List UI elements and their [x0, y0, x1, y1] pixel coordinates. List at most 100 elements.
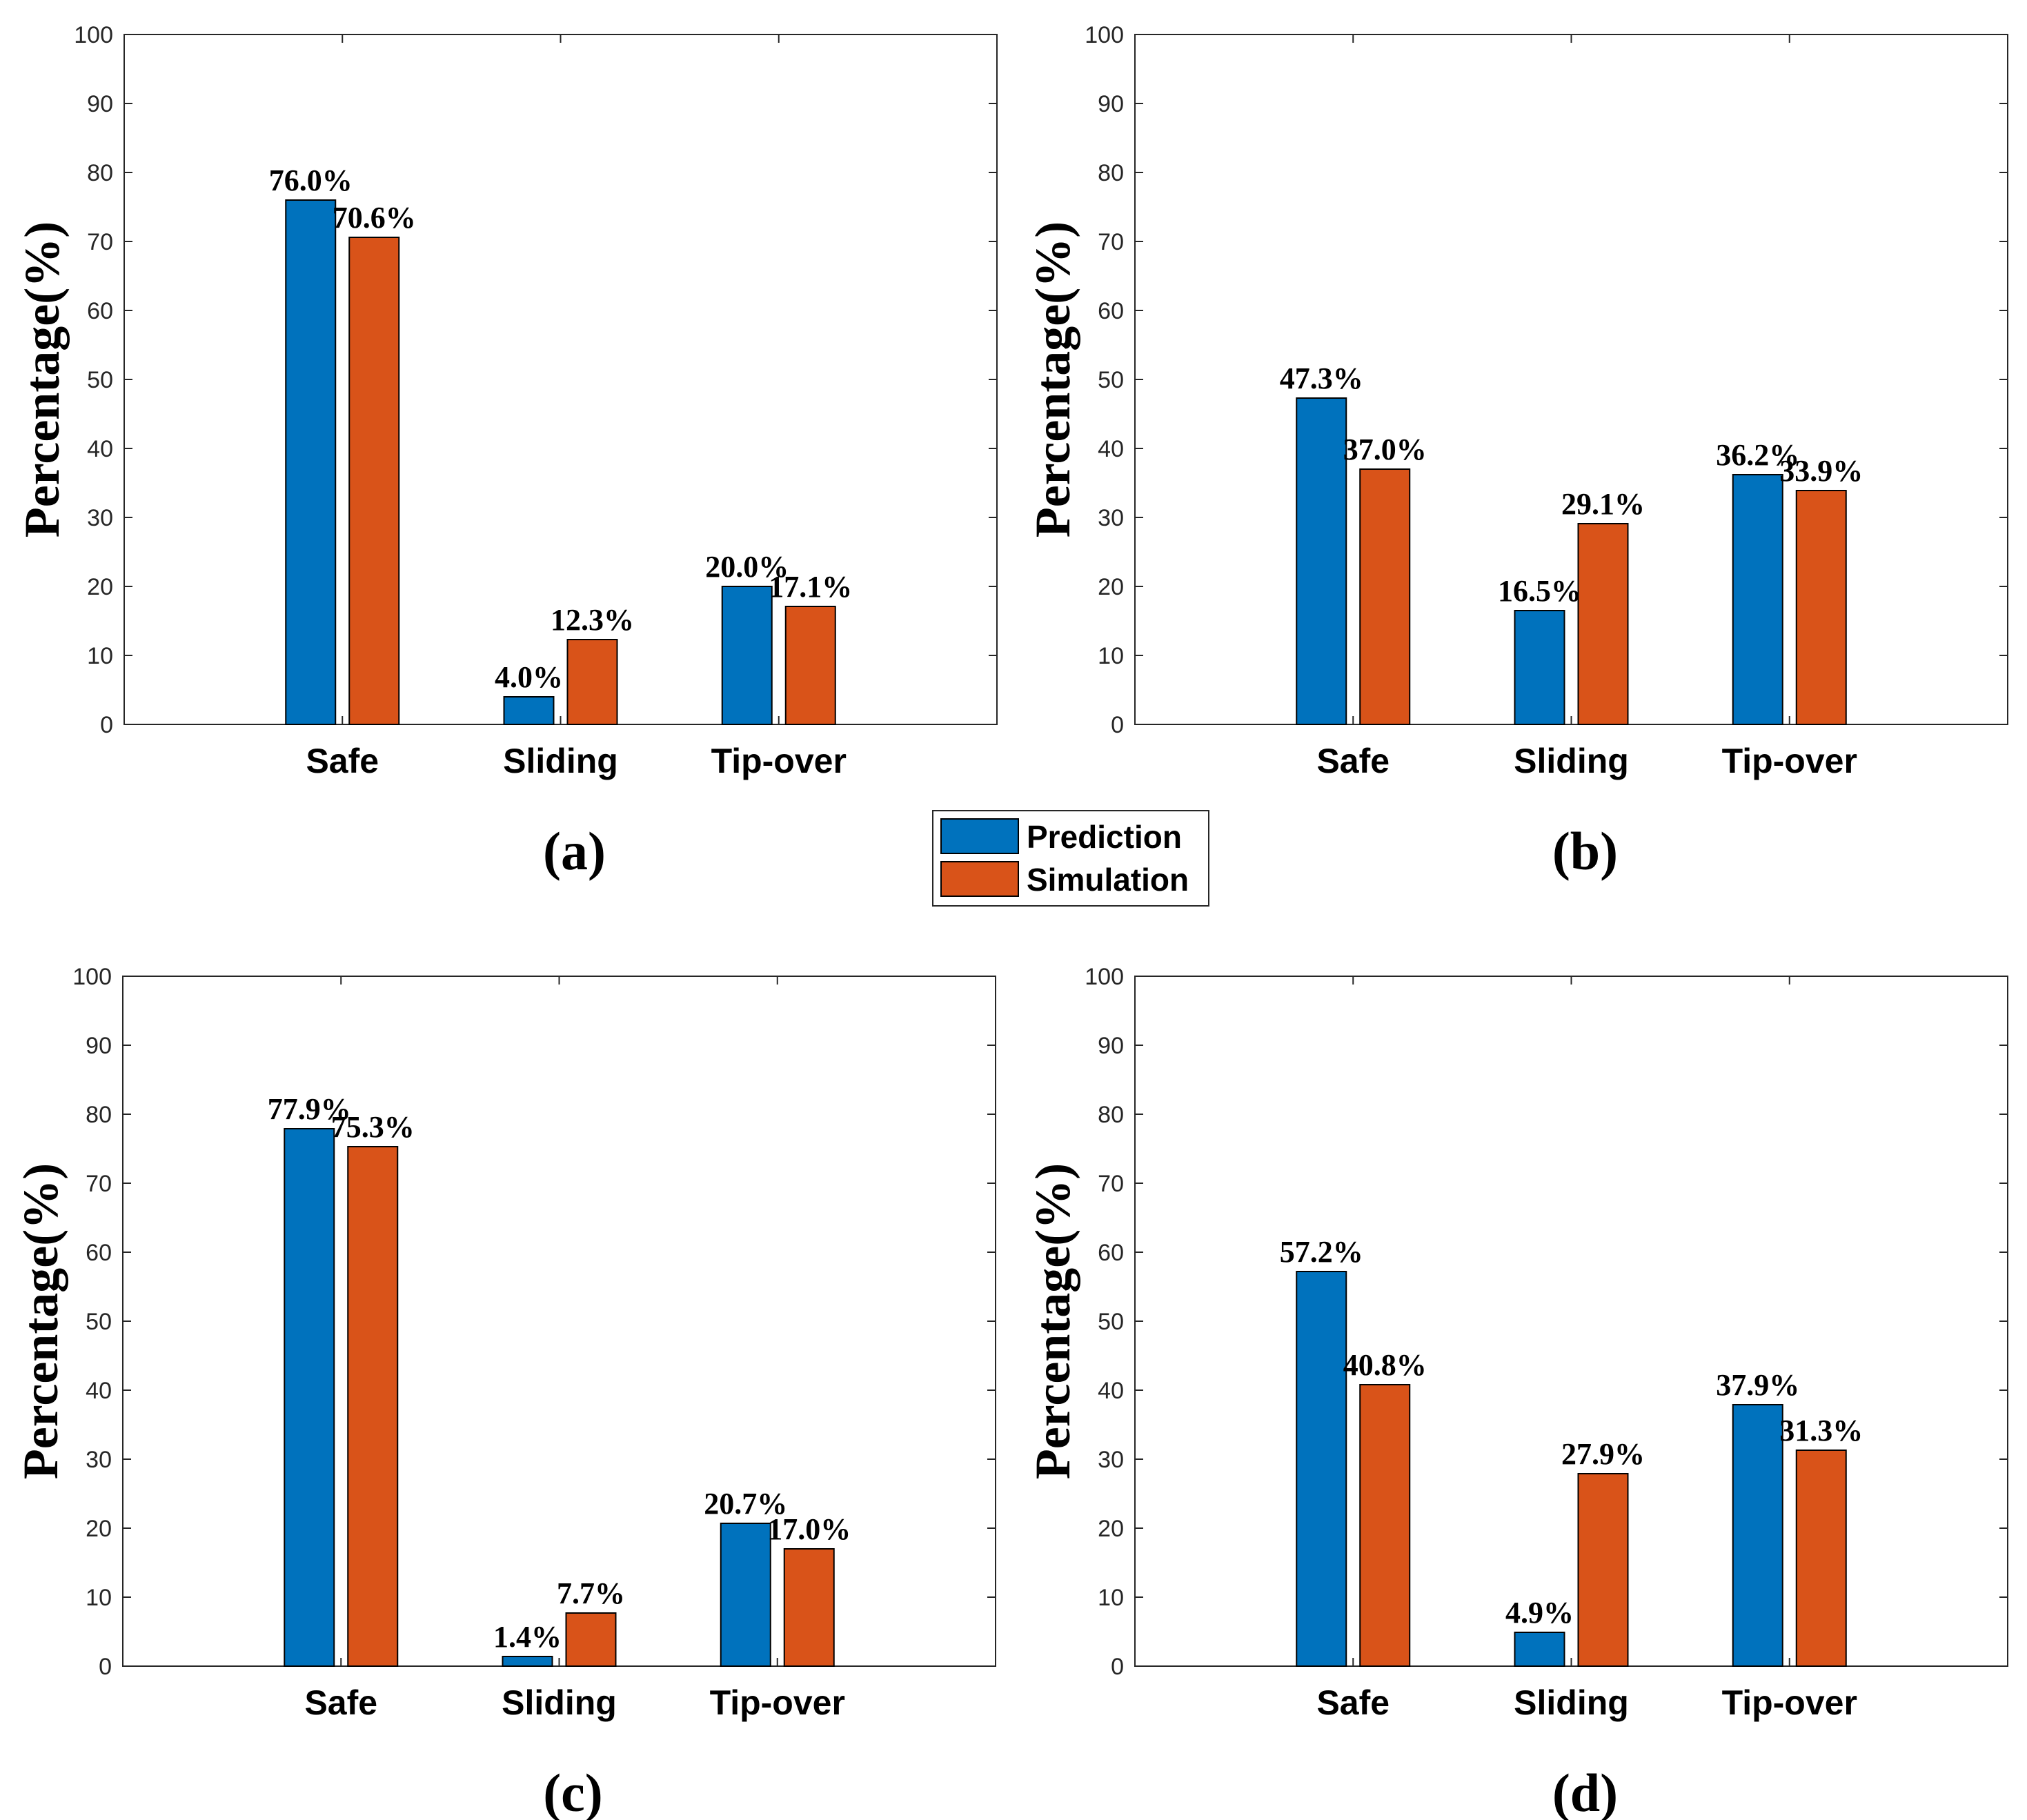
data-label: 17.1% [769, 570, 852, 604]
x-category-label: Tip-over [1722, 1683, 1857, 1722]
bar-prediction-safe [284, 1128, 335, 1667]
y-tick-label: 10 [1098, 643, 1124, 669]
bar-prediction-sliding [503, 696, 555, 725]
y-tick-label: 80 [1098, 160, 1124, 186]
x-category-label: Sliding [1514, 1683, 1629, 1722]
y-tick-label: 40 [86, 1378, 112, 1404]
y-tick-label: 10 [87, 643, 113, 669]
y-tick-label: 30 [1098, 505, 1124, 531]
data-label: 20.7% [704, 1487, 787, 1521]
y-tick-label: 80 [86, 1102, 112, 1128]
plot-area-frame [122, 976, 996, 1667]
legend-label-simulation: Simulation [1027, 862, 1189, 898]
plot-area-frame [1134, 34, 2008, 725]
y-tick-label: 50 [1098, 367, 1124, 393]
bar-simulation-sliding [1577, 1473, 1629, 1667]
chart-panel-0: 0 10 20 30 40 50 60 70 80 90 100 Percentage(%) Safe S… [14, 22, 998, 881]
data-label: 7.7% [557, 1576, 625, 1610]
y-tick-label: 10 [1098, 1585, 1124, 1611]
x-category-label: Tip-over [710, 1683, 845, 1722]
bar-simulation-safe [1359, 468, 1411, 725]
y-tick-label: 20 [86, 1516, 112, 1542]
data-label: 76.0% [269, 164, 353, 197]
y-tick-label: 40 [1098, 1378, 1124, 1404]
y-tick-label: 30 [1098, 1447, 1124, 1473]
bar-simulation-tip-over [1795, 1450, 1847, 1667]
legend-swatch-prediction [940, 818, 1019, 854]
y-tick-label: 60 [1098, 1240, 1124, 1266]
bar-prediction-safe [285, 199, 337, 725]
bar-simulation-tip-over [784, 606, 836, 725]
y-tick-label: 0 [1111, 1654, 1124, 1680]
bar-prediction-tip-over [721, 586, 773, 725]
y-tick-label: 10 [86, 1585, 112, 1611]
y-axis-label: Percentage(%) [1025, 221, 1080, 537]
legend-label-prediction: Prediction [1027, 819, 1182, 855]
x-category-label: Tip-over [711, 742, 847, 780]
y-axis-label: Percentage(%) [14, 221, 70, 537]
y-tick-label: 90 [1098, 1033, 1124, 1059]
x-category-label: Sliding [502, 1683, 617, 1722]
y-axis-label: Percentage(%) [13, 1163, 68, 1479]
y-tick-label: 0 [100, 712, 113, 738]
x-category-label: Safe [1316, 742, 1390, 780]
x-category-label: Safe [306, 742, 379, 780]
y-tick-label: 0 [1111, 712, 1124, 738]
y-tick-label: 70 [86, 1171, 112, 1197]
bar-simulation-sliding [566, 639, 618, 725]
panel-caption: (b) [1552, 821, 1618, 881]
bar-prediction-safe [1296, 397, 1347, 725]
panel-caption: (d) [1552, 1763, 1618, 1820]
bar-simulation-safe [348, 237, 400, 725]
data-label: 33.9% [1779, 454, 1863, 488]
data-label: 27.9% [1561, 1437, 1645, 1471]
y-tick-label: 100 [1085, 964, 1124, 990]
y-tick-label: 50 [87, 367, 113, 393]
y-tick-label: 70 [87, 229, 113, 255]
chart-panel-2: 0 10 20 30 40 50 60 70 80 90 100 Percentage(%) Safe S… [13, 964, 996, 1820]
bar-simulation-safe [347, 1146, 399, 1667]
data-label: 77.9% [268, 1092, 351, 1126]
legend-swatch-simulation [940, 861, 1019, 897]
data-label: 20.0% [705, 550, 789, 584]
y-tick-label: 50 [1098, 1309, 1124, 1335]
y-tick-label: 40 [87, 436, 113, 462]
x-category-label: Sliding [503, 742, 618, 780]
data-label: 36.2% [1716, 438, 1799, 472]
data-label: 37.9% [1716, 1368, 1799, 1402]
x-category-label: Safe [1316, 1683, 1390, 1722]
chart-panel-3: 0 10 20 30 40 50 60 70 80 90 100 Percentage(%) Safe S… [1025, 964, 2008, 1820]
bar-prediction-tip-over [720, 1523, 771, 1667]
x-category-label: Sliding [1514, 742, 1629, 780]
y-tick-label: 30 [86, 1447, 112, 1473]
y-tick-label: 70 [1098, 229, 1124, 255]
y-tick-label: 90 [1098, 91, 1124, 117]
data-label: 37.0% [1343, 433, 1427, 466]
y-tick-label: 20 [1098, 1516, 1124, 1542]
y-tick-label: 60 [1098, 298, 1124, 324]
panel-caption: (c) [543, 1763, 603, 1820]
y-tick-label: 100 [72, 964, 112, 990]
bar-prediction-safe [1296, 1271, 1347, 1667]
y-tick-label: 0 [99, 1654, 112, 1680]
bar-simulation-tip-over [1795, 490, 1847, 725]
y-tick-label: 60 [87, 298, 113, 324]
panel-caption: (a) [543, 821, 606, 881]
y-tick-label: 100 [74, 22, 113, 48]
data-label: 17.0% [767, 1512, 851, 1546]
data-label: 70.6% [333, 201, 416, 235]
y-tick-label: 20 [1098, 574, 1124, 600]
x-category-label: Safe [304, 1683, 377, 1722]
bar-prediction-sliding [1514, 1632, 1565, 1667]
data-label: 47.3% [1280, 362, 1363, 395]
bar-simulation-safe [1359, 1384, 1411, 1667]
bar-simulation-sliding [1577, 523, 1629, 725]
y-tick-label: 30 [87, 505, 113, 531]
y-tick-label: 80 [1098, 1102, 1124, 1128]
y-tick-label: 80 [87, 160, 113, 186]
legend: Prediction Simulation [932, 810, 1209, 907]
y-tick-label: 40 [1098, 436, 1124, 462]
bar-simulation-sliding [565, 1612, 617, 1667]
